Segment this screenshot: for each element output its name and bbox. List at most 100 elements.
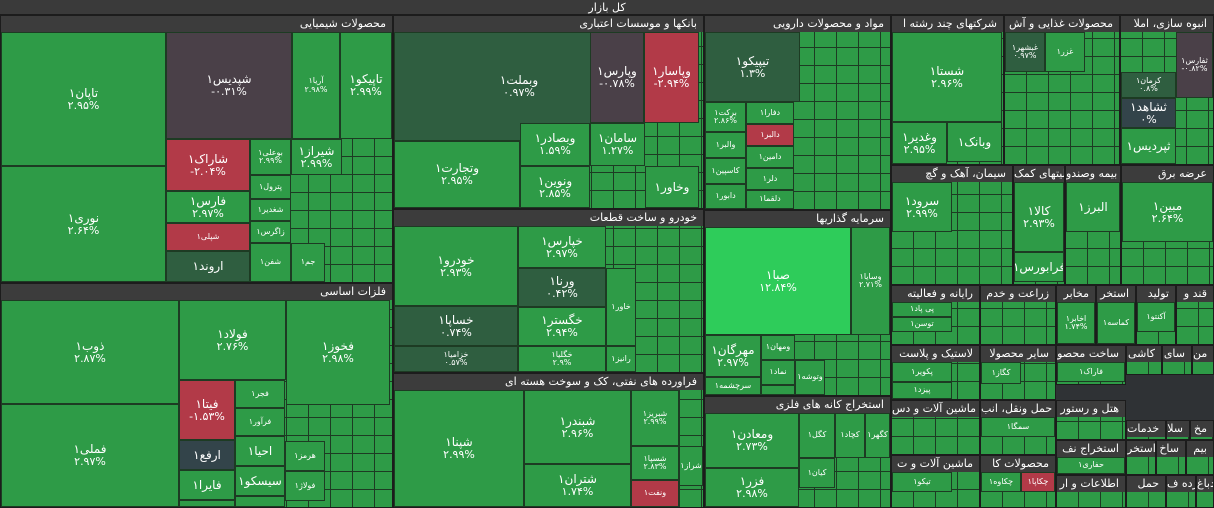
stock-tile[interactable]: دلر۱ (746, 168, 794, 190)
stock-tile[interactable]: کرمان۱ ۰.۸% (1121, 72, 1176, 98)
sector[interactable]: سیمان، آهک و گچ سرود۱ ۲.۹۹% (891, 165, 1013, 285)
stock-tile[interactable]: ثفارس۱ -۰.۸۲% (1176, 32, 1213, 98)
stock-tile[interactable]: شراز۱ (679, 446, 703, 486)
stock-tile[interactable]: پترول۱ (250, 175, 291, 199)
sector[interactable]: محصولات شیمیایی تاپان۱ ۲.۹۵% نوری۱ ۲.۶۴% شپدی… (0, 15, 393, 283)
sector[interactable]: قند و (1176, 285, 1214, 345)
stock-tile[interactable]: ثشاهد۱ ۰% (1121, 98, 1176, 128)
stock-tile[interactable]: خاور۱ (606, 268, 636, 346)
stock-tile[interactable]: نوری۱ ۲.۶۴% (1, 166, 166, 282)
stock-tile[interactable]: غزر۱ (1045, 32, 1085, 72)
sector[interactable]: انبوه سازی، املا ثفارس۱ -۰.۸۲% کرمان۱ ۰.۸% ثش… (1120, 15, 1214, 165)
sector[interactable]: مخابر اخابر۱ ۱.۷۴% (1056, 285, 1096, 345)
stock-tile[interactable]: نماد۱ (761, 360, 795, 385)
stock-tile[interactable]: ذوب۱ ۲.۸۷% (1, 300, 179, 404)
stock-tile[interactable]: غبشهر۱ ۰.۹۷% (1005, 32, 1045, 72)
stock-tile[interactable]: پی پاد۱ (892, 302, 952, 317)
stock-tile[interactable]: کالا۱ ۲.۹۳% (1014, 182, 1064, 252)
sector[interactable]: محصولات غذایی و آش غبشهر۱ ۰.۹۷% غزر۱ (1004, 15, 1120, 165)
stock-tile[interactable]: جم۱ (291, 243, 325, 282)
stock-tile[interactable]: کچاد۱ (835, 413, 865, 458)
sector[interactable]: مخ (1190, 420, 1214, 440)
stock-tile[interactable]: کگهر۱ (865, 413, 890, 458)
stock-tile[interactable]: فولاژ۱ (285, 471, 325, 501)
stock-tile[interactable]: ثپردیس۱ (1121, 128, 1176, 164)
stock-tile[interactable]: فجر۱ (235, 380, 285, 408)
stock-tile[interactable]: تاپیکو۱ ۲.۹۹% (340, 32, 392, 139)
stock-tile[interactable]: فارس۱ ۲.۹۷% (166, 191, 250, 223)
sector[interactable]: فراورده های نفتی، کک و سوخت هسته ای شپنا۱… (393, 373, 704, 508)
stock-tile[interactable]: شپنا۱ ۲.۹۹% (394, 390, 524, 507)
stock-tile[interactable]: شغدیر۱ (250, 199, 291, 221)
sector[interactable]: هتل و رستور (1056, 400, 1126, 440)
sector[interactable]: حمل ونقل، انب سمگا۱ (980, 400, 1056, 455)
stock-tile[interactable]: آریا۱ ۲.۹۸% (292, 32, 340, 139)
sector[interactable]: استخر کماسه۱ (1096, 285, 1136, 345)
stock-tile[interactable]: بوعلی۱ ۲.۹۹% (250, 139, 291, 175)
stock-tile[interactable]: وسایا۱ ۲.۷۱% (851, 227, 890, 335)
sector[interactable]: استخراج نف حفاری۱ (1056, 440, 1126, 475)
sector[interactable]: زراعت و خدم (980, 285, 1056, 345)
stock-tile[interactable]: رانیز۱ (606, 346, 636, 372)
stock-tile[interactable]: آکنتو۱ (1137, 302, 1175, 332)
stock-tile[interactable]: فایرا۱ (179, 470, 235, 500)
sector[interactable]: رایانه و فعالیته پی پاد۱ توسن۱ (891, 285, 980, 345)
sector[interactable]: استخر (1126, 440, 1156, 475)
stock-tile[interactable]: وبانک۱ (947, 122, 1002, 162)
stock-tile[interactable]: خودرو۱ ۲.۹۳% (394, 226, 518, 306)
stock-tile[interactable]: مهرگان۱ ۲.۹۷% (705, 335, 761, 377)
stock-tile[interactable]: ورنا۱ ۰.۴۲% (518, 268, 606, 307)
sector[interactable]: بانکها و موسسات اعتباری وبملت۱ ۰.۹۷% وتجارت… (393, 15, 704, 209)
sector[interactable]: سای (1162, 345, 1192, 375)
stock-tile[interactable]: وتوشه۱ (795, 360, 825, 395)
stock-tile[interactable]: فاراک۱ (1057, 362, 1125, 382)
stock-tile[interactable]: فولاد۱ ۲.۷۶% (179, 300, 286, 380)
stock-tile[interactable]: احیا۱ (235, 436, 285, 466)
sector[interactable]: شرکتهای چند رشته ا شستا۱ ۲.۹۶% وغدیر۱ ۲.۹۵% و… (891, 15, 1004, 165)
sector[interactable]: لاستیک و پلاست پکویر۱ پیزد۱ (891, 345, 980, 400)
stock-tile[interactable]: فملی۱ ۲.۹۷% (1, 404, 179, 507)
stock-tile[interactable]: خزامیا۱ ۰.۵۷% (394, 346, 518, 372)
stock-tile[interactable]: ونفت۱ (631, 480, 679, 507)
stock-tile[interactable]: تیکو۱ (892, 472, 952, 492)
stock-tile[interactable]: کگل۱ (799, 413, 835, 458)
stock-tile[interactable]: ومهان۱ (761, 335, 795, 360)
stock-tile[interactable]: فزر۱ ۲.۹۸% (705, 468, 799, 507)
stock-tile[interactable]: فباهنر۱ (179, 500, 235, 507)
sector[interactable]: بیم (1186, 440, 1214, 475)
stock-tile[interactable]: وپارس۱ -۰.۷۸% (590, 32, 644, 123)
stock-tile[interactable]: اخابر۱ ۱.۷۴% (1057, 302, 1095, 344)
stock-tile[interactable]: شفن۱ (250, 243, 291, 282)
sector[interactable]: خرده ف (1166, 475, 1196, 508)
stock-tile[interactable]: مبین۱ ۲.۶۴% (1122, 182, 1213, 242)
stock-tile[interactable]: فرابورس۱ (1014, 252, 1064, 282)
stock-tile[interactable]: فنفره۱ (235, 496, 285, 507)
stock-tile[interactable]: شیراز۱ ۲.۹۹% (291, 139, 342, 175)
stock-tile[interactable]: سرود۱ ۲.۹۹% (892, 182, 952, 232)
stock-tile[interactable]: اروند۱ (166, 251, 250, 282)
sector[interactable]: من (1192, 345, 1214, 375)
stock-tile[interactable]: چکاوه۱ (981, 472, 1021, 492)
sector[interactable]: بیمه وصندو البرز۱ (1065, 165, 1121, 285)
stock-tile[interactable]: فرآور۱ (235, 408, 285, 436)
stock-tile[interactable]: فخوز۱ ۲.۹۸% (286, 300, 390, 405)
stock-tile[interactable]: سیسکو۱ (235, 466, 285, 496)
sector[interactable]: ساخ (1156, 440, 1186, 475)
stock-tile[interactable]: هرمز۱ (285, 441, 325, 471)
sector[interactable]: ماشین آلات و دس (891, 400, 980, 455)
stock-tile[interactable]: شتران۱ ۱.۷۴% (524, 464, 631, 507)
stock-tile[interactable]: وپاسار۱ -۲.۹۴% (644, 32, 699, 123)
stock-tile[interactable]: شاراک۱ -۲.۰۴% (166, 139, 250, 191)
stock-tile[interactable]: وغدیر۱ ۲.۹۵% (892, 122, 947, 164)
sector[interactable]: ساخت محصو فاراک۱ (1056, 345, 1126, 385)
stock-tile[interactable]: سرچشمه۱ (705, 377, 761, 395)
stock-tile[interactable]: کیان۱ (799, 458, 835, 488)
stock-tile[interactable]: ومعادن۱ ۲.۷۳% (705, 413, 799, 468)
stock-tile[interactable]: سمگا۱ (981, 417, 1055, 437)
stock-tile[interactable]: خساپا۱ ۰.۷۴% (394, 306, 518, 346)
stock-tile[interactable]: وتجارت۱ ۲.۹۵% (394, 141, 520, 208)
stock-tile[interactable]: زاگرس۱ (250, 221, 291, 243)
stock-tile[interactable]: خگستر۱ ۲.۹۴% (518, 307, 606, 346)
stock-tile[interactable]: شبندر۱ ۲.۹۶% (524, 390, 631, 464)
